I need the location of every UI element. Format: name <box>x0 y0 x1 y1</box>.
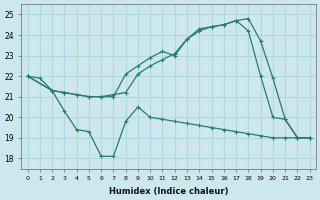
X-axis label: Humidex (Indice chaleur): Humidex (Indice chaleur) <box>109 187 228 196</box>
